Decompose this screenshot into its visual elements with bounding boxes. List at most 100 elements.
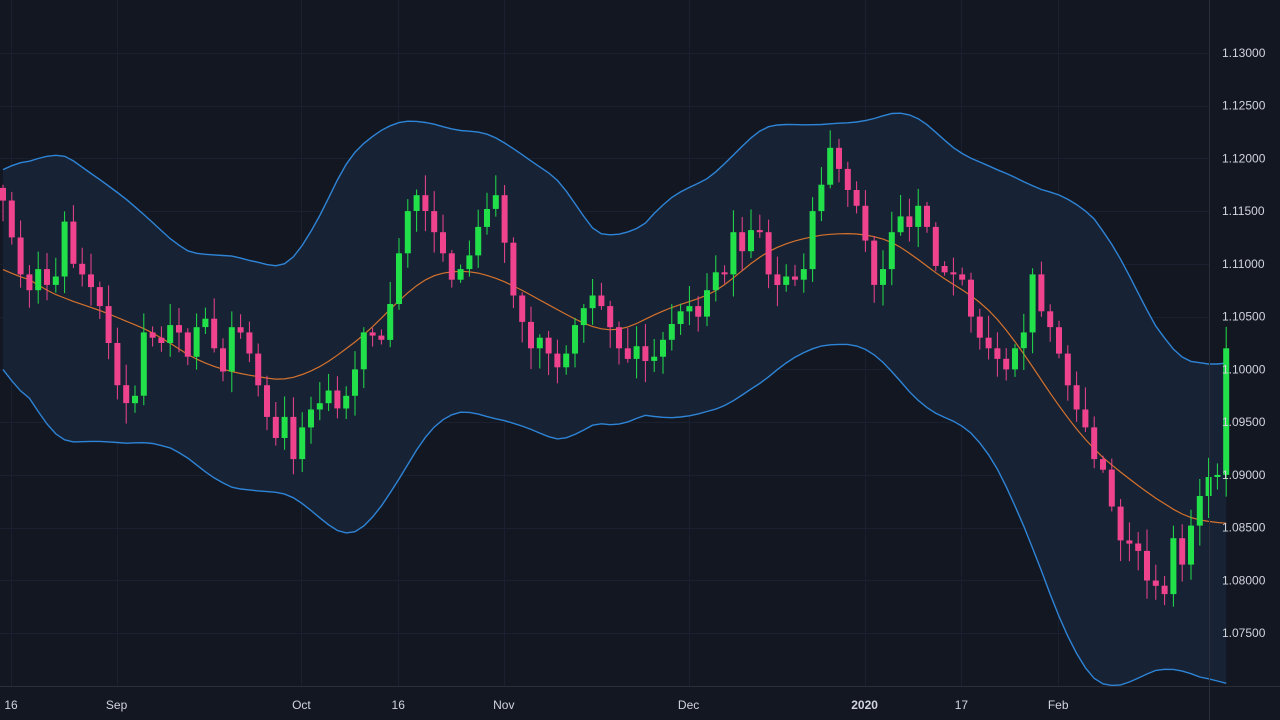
candle-body [1064,353,1071,386]
candle-body [123,385,130,404]
candle [484,192,490,235]
candle-body [660,339,666,357]
candle [985,315,992,360]
candle-body [783,276,790,285]
candle [695,296,702,332]
bollinger-band-fill [3,113,1227,686]
candle [334,376,341,419]
candle [1108,458,1115,512]
candle-body [1020,332,1027,349]
candle [193,313,200,370]
candle [492,175,499,217]
candle-body [827,147,834,185]
candle-body [880,269,886,285]
price-tick-label: 1.09500 [1222,415,1266,429]
candle-body [132,395,138,404]
candle-body [1152,580,1159,586]
candle [651,339,658,373]
candle [783,264,790,292]
price-axis[interactable]: 1.07500 1.08000 1.08500 1.09000 1.09500 1.100… [1222,46,1266,640]
candle-body [1170,538,1177,595]
candle-body [1047,311,1054,328]
candle-body [686,306,693,312]
candle [554,339,561,384]
candle [836,138,842,183]
candle [915,188,922,248]
candle [686,286,693,326]
candle-body [959,274,966,280]
candles [0,130,1230,607]
candle-body [836,147,842,169]
candle [853,181,860,214]
candle [211,298,218,353]
time-axis[interactable]: 16 Sep Oct 16 Nov Dec 2020 17 Feb [4,698,1069,712]
candle-body [598,295,605,307]
candle-body [1038,274,1045,312]
candle [624,328,631,363]
candle-body [220,348,226,372]
candle-body [396,253,402,304]
candle [1144,529,1150,599]
candle-body [52,276,59,285]
candle [1152,564,1159,600]
candle-body [748,230,754,252]
candle [79,247,86,287]
candle [994,332,1001,377]
candle-body [17,237,24,275]
candle-body [1073,385,1080,410]
candle-body [792,276,798,280]
candle [1003,348,1010,381]
candle [167,304,174,357]
candle-body [237,327,244,333]
candle-body [325,390,332,404]
candle-body [431,211,438,233]
candle [325,373,332,412]
candle-body [915,205,922,227]
price-tick-label: 1.11000 [1222,257,1265,271]
candle-body [299,427,306,460]
candle-body [818,184,825,212]
time-tick-label: Oct [292,698,311,712]
candle-body [1108,469,1115,507]
candle-body [1196,496,1203,526]
candle [255,343,262,397]
candle-body [70,221,77,264]
candle-body [563,353,570,368]
candle [343,386,350,419]
price-tick-label: 1.12000 [1222,151,1266,165]
candle-body [739,232,746,252]
candle-body [1188,525,1194,565]
candle-body [211,318,218,349]
candle [809,197,816,282]
candle-body [853,190,860,206]
candle [290,397,297,475]
candle [589,279,596,325]
candle [932,222,939,272]
candle-body [554,353,561,368]
candle [668,304,675,351]
bollinger-lower-band [2,343,1227,687]
candle-body [607,306,614,328]
candle [1223,326,1230,497]
candle [519,292,526,343]
candle-body [492,195,499,209]
candle [396,238,402,310]
candle-body [985,337,992,349]
candle-body [228,327,235,372]
candle-body [290,416,297,460]
bollinger-upper-band [2,112,1227,365]
candle-body [404,211,411,254]
candle [202,307,209,334]
time-tick-label: Feb [1048,698,1069,712]
candle-body [528,321,534,349]
candle [176,308,182,353]
candle-body [950,272,957,275]
candle [1091,416,1098,469]
candle-body [721,272,728,275]
candle-body [448,253,455,280]
candle-body [369,332,376,336]
candle-body [1161,585,1168,595]
candle-body [774,274,781,285]
candle [598,282,605,310]
candle-body [308,409,314,428]
